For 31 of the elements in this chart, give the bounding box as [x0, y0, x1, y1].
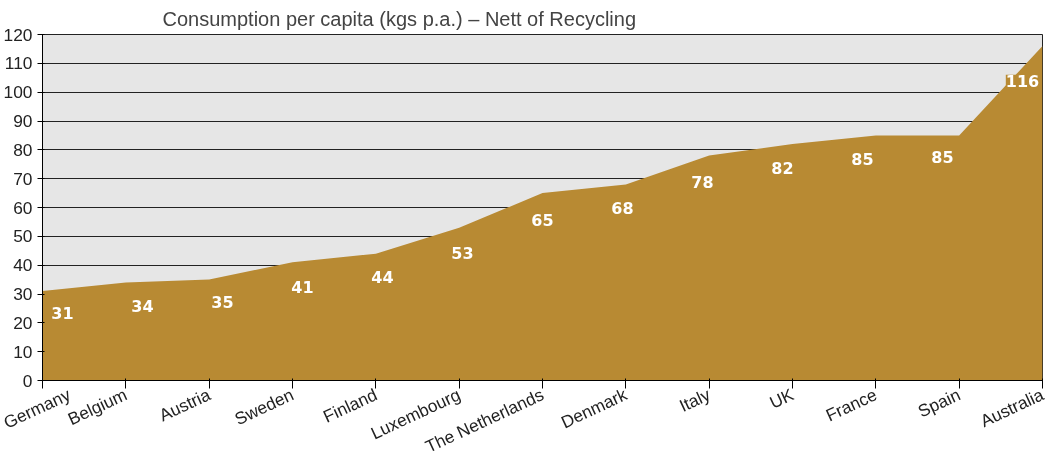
data-label: 82 — [771, 158, 794, 178]
data-label: 44 — [371, 267, 394, 287]
data-label: 35 — [211, 292, 234, 312]
y-tick-label: 70 — [13, 168, 33, 189]
data-label: 68 — [611, 198, 634, 218]
data-label: 41 — [291, 277, 314, 297]
y-tick-label: 50 — [13, 226, 33, 247]
data-label: 78 — [691, 172, 714, 192]
y-tick-label: 20 — [13, 312, 33, 333]
data-label: 31 — [51, 304, 74, 324]
y-tick-label: 10 — [13, 341, 33, 362]
y-tick-label: 100 — [3, 82, 33, 103]
x-tick-label: Spain — [914, 384, 964, 422]
y-tick-label: 90 — [13, 111, 33, 131]
y-tick-label: 80 — [13, 139, 33, 160]
y-tick-label: 0 — [22, 370, 33, 391]
y-tick-label: 60 — [13, 197, 33, 218]
data-label: 116 — [1005, 71, 1040, 91]
y-tick-label: 110 — [4, 53, 33, 74]
x-tick-label: France — [822, 384, 881, 426]
data-label: 53 — [451, 244, 474, 264]
data-label: 65 — [531, 210, 554, 230]
data-label: 85 — [851, 149, 874, 169]
y-tick-label: 40 — [13, 255, 33, 276]
chart-title: Consumption per capita (kgs p.a.) – Nett of Recycling — [162, 7, 637, 30]
y-tick-label: 120 — [3, 24, 33, 45]
x-tick-label: UK — [766, 384, 798, 413]
y-tick-label: 30 — [13, 284, 33, 304]
data-label: 85 — [931, 148, 954, 168]
data-label: 34 — [131, 296, 154, 316]
x-tick-label: Italy — [676, 384, 714, 416]
